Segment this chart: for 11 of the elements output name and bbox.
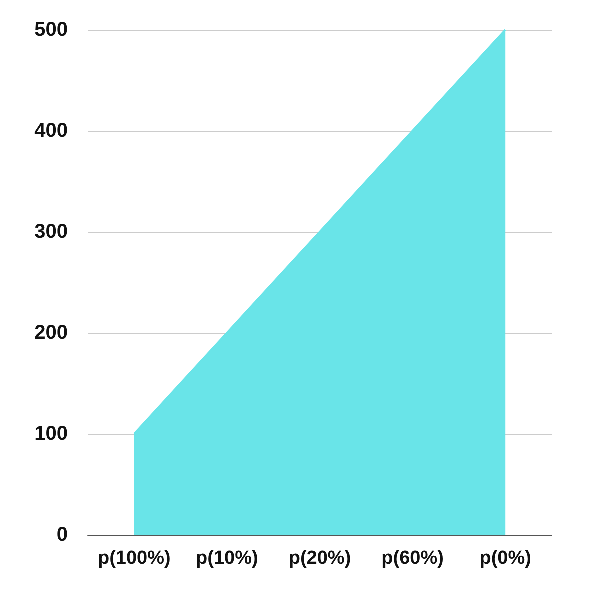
- x-tick-label: p(0%): [480, 548, 532, 569]
- y-tick-label: 100: [34, 423, 68, 445]
- x-tick-label: p(10%): [196, 548, 258, 569]
- y-tick-label: 500: [34, 19, 68, 41]
- y-tick-label: 200: [34, 322, 68, 344]
- x-tick-label: p(60%): [382, 548, 444, 569]
- x-tick-label: p(20%): [288, 548, 352, 569]
- x-tick-label: p(100%): [98, 548, 171, 569]
- y-tick-label: 0: [56, 524, 68, 546]
- y-tick-label: 300: [34, 221, 68, 243]
- y-tick-label: 400: [34, 120, 68, 142]
